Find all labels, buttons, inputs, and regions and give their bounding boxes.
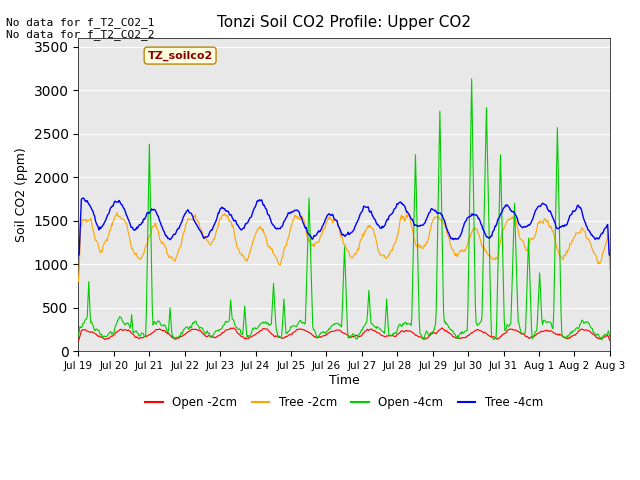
Title: Tonzi Soil CO2 Profile: Upper CO2: Tonzi Soil CO2 Profile: Upper CO2 <box>217 15 471 30</box>
Text: TZ_soilco2: TZ_soilco2 <box>147 50 212 61</box>
Legend: Open -2cm, Tree -2cm, Open -4cm, Tree -4cm: Open -2cm, Tree -2cm, Open -4cm, Tree -4… <box>141 392 548 414</box>
Text: No data for f_T2_CO2_1
No data for f_T2_CO2_2: No data for f_T2_CO2_1 No data for f_T2_… <box>6 17 155 40</box>
Y-axis label: Soil CO2 (ppm): Soil CO2 (ppm) <box>15 147 28 242</box>
X-axis label: Time: Time <box>329 374 360 387</box>
